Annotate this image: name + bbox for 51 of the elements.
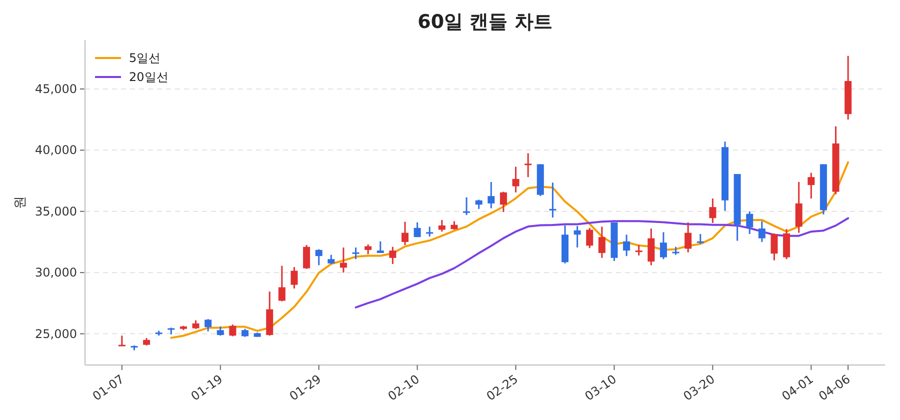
candlestick bbox=[783, 228, 790, 260]
legend-label: 20일선 bbox=[129, 70, 168, 84]
candlestick bbox=[696, 233, 704, 245]
y-tick-label: 25,000 bbox=[35, 326, 77, 341]
candlestick bbox=[549, 182, 556, 218]
candlestick bbox=[229, 324, 236, 337]
y-tick-label: 35,000 bbox=[35, 204, 77, 218]
chart-title: 60일 캔들 차트 bbox=[418, 11, 552, 33]
candlestick bbox=[648, 228, 655, 266]
y-tick-label: 30,000 bbox=[35, 266, 77, 280]
candlestick bbox=[488, 181, 495, 210]
legend-label: 5일선 bbox=[129, 51, 161, 65]
candlestick bbox=[795, 181, 802, 234]
candlestick bbox=[364, 244, 372, 255]
candlestick bbox=[278, 265, 286, 302]
candlestick bbox=[512, 166, 520, 194]
candlestick bbox=[340, 246, 347, 274]
candlestick bbox=[328, 254, 335, 265]
candlestick bbox=[524, 152, 532, 178]
candlestick bbox=[118, 334, 126, 347]
candlestick bbox=[635, 244, 642, 256]
candlestick bbox=[463, 196, 470, 216]
candlestick bbox=[746, 210, 754, 235]
line-series bbox=[170, 161, 850, 339]
candlestick bbox=[808, 172, 815, 200]
candlestick bbox=[426, 226, 434, 238]
candlestick bbox=[623, 234, 630, 257]
candlestick bbox=[389, 246, 396, 265]
candlestick bbox=[204, 318, 212, 332]
candlestick bbox=[684, 222, 692, 254]
candlestick bbox=[303, 244, 310, 270]
y-tick-label: 45,000 bbox=[35, 82, 77, 96]
y-tick-label: 40,000 bbox=[35, 143, 77, 158]
candlestick bbox=[376, 240, 384, 254]
y-axis-title: 원 bbox=[13, 196, 28, 209]
candlestick bbox=[402, 221, 408, 246]
candlestick bbox=[475, 198, 482, 210]
candlestick bbox=[770, 232, 778, 262]
candlestick bbox=[438, 219, 446, 232]
candlestick bbox=[586, 227, 594, 249]
candlestick bbox=[598, 226, 606, 259]
candlestick bbox=[290, 266, 298, 290]
candlestick bbox=[216, 326, 224, 336]
candlestick bbox=[574, 225, 581, 248]
candlestick bbox=[414, 222, 421, 238]
candlestick bbox=[758, 220, 766, 243]
candlestick bbox=[500, 191, 507, 213]
candlestick bbox=[709, 198, 716, 224]
candlestick bbox=[352, 246, 360, 260]
candlestick bbox=[315, 248, 322, 266]
candlestick bbox=[660, 231, 667, 260]
